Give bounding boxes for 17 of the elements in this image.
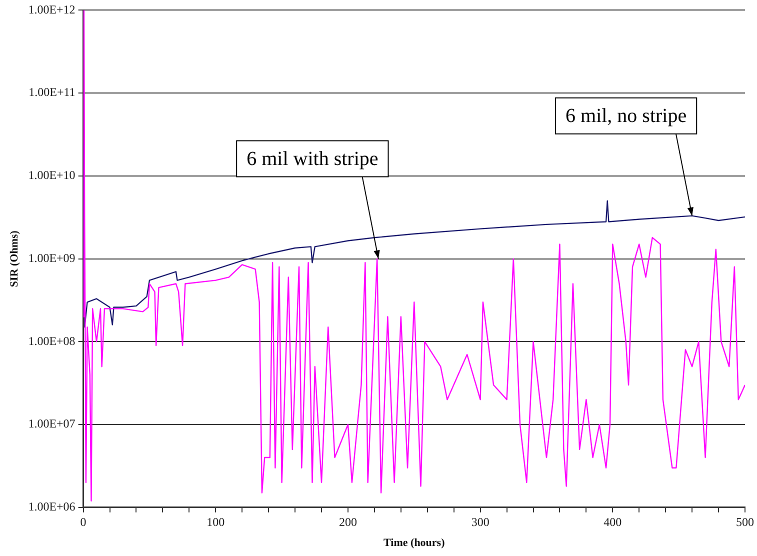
x-tick-label: 400 [604, 514, 622, 529]
y-tick-label: 1.00E+09 [28, 250, 76, 265]
y-tick-label: 1.00E+06 [28, 500, 76, 514]
annotation: 6 mil with stripe [246, 148, 378, 170]
x-tick-label: 200 [338, 514, 357, 529]
y-tick-label: 1.00E+07 [28, 416, 76, 431]
x-tick-label: 0 [80, 514, 86, 529]
y-tick-label: 1.00E+10 [28, 168, 76, 182]
x-tick-label: 100 [206, 514, 225, 529]
annotation: 6 mil, no stripe [566, 105, 687, 128]
x-tick-label: 300 [471, 514, 490, 529]
y-axis-title: SIR (Ohms) [8, 230, 20, 288]
y-tick-label: 1.00E+08 [28, 334, 76, 348]
x-axis-title: Time (hours) [384, 537, 446, 550]
x-tick-label: 500 [736, 514, 754, 529]
y-tick-label: 1.00E+12 [28, 2, 76, 16]
y-tick-label: 1.00E+11 [28, 85, 76, 100]
